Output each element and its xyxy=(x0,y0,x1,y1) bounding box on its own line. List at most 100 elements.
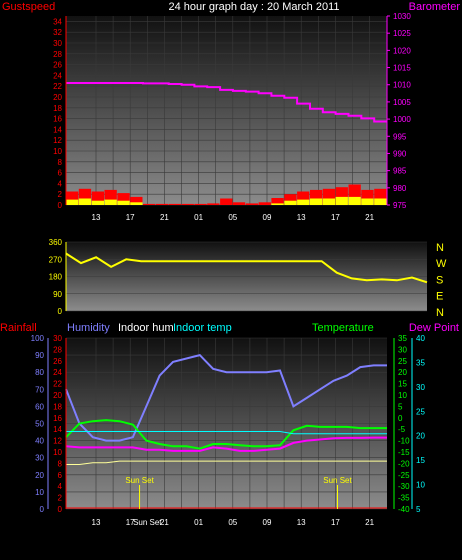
sun-set-label: Sun Set xyxy=(323,476,352,485)
compass-label: N xyxy=(436,242,444,254)
humidity-tick-label: 0 xyxy=(40,505,45,514)
gust-bar xyxy=(181,203,194,205)
temperature-tick-label: 15 xyxy=(398,380,407,389)
dew-point-line xyxy=(65,436,387,452)
temperature-tick-label: -30 xyxy=(398,482,410,491)
temperature-tick-label: 10 xyxy=(398,391,407,400)
rain-tick-label: 18 xyxy=(53,402,62,411)
compass-label: N xyxy=(436,307,444,319)
x-tick-label: 17 xyxy=(126,518,135,527)
gust-bar xyxy=(284,194,297,205)
sun-set-label: Sun Set xyxy=(125,476,154,485)
rain-tick-label: 20 xyxy=(53,391,62,400)
gust-tick-label: 4 xyxy=(58,179,63,188)
direction-tick-label: 360 xyxy=(49,238,63,247)
gust-tick-label: 20 xyxy=(53,93,62,102)
dew-point-tick-label: 30 xyxy=(416,383,425,392)
gust-tick-label: 2 xyxy=(58,190,63,199)
baro-tick-label: 995 xyxy=(393,132,407,141)
wind-baro-bg xyxy=(66,16,387,205)
indoor-hum-label: Indoor hum xyxy=(118,322,174,334)
gust-bar xyxy=(245,203,259,205)
gust-bar xyxy=(155,203,169,205)
x-tick-label: 17 xyxy=(331,518,340,527)
indoor-temp-line xyxy=(66,431,387,435)
x-tick-label: 09 xyxy=(263,518,272,527)
humidity-axis-label: Humidity xyxy=(67,322,110,334)
wind-bar xyxy=(297,199,310,205)
x-tick-label: 21 xyxy=(160,518,169,527)
chart-title: 24 hour graph day : 20 March 2011 xyxy=(168,1,339,13)
direction-tick-label: 0 xyxy=(58,307,63,316)
baro-tick-label: 1015 xyxy=(393,64,411,73)
rain-tick-label: 0 xyxy=(58,505,63,514)
gust-bar xyxy=(130,196,143,205)
humidity-tick-label: 50 xyxy=(35,420,44,429)
gust-tick-label: 16 xyxy=(53,115,62,124)
x-tick-label: 01 xyxy=(194,518,203,527)
x-tick-label: Sun Set xyxy=(133,518,162,527)
baro-ticks: 975 980 985 990 995 1000 1005 1010 1015 1020 1025 1… xyxy=(387,12,411,210)
barometer-line xyxy=(66,82,387,123)
dew-point-tick-label: 25 xyxy=(416,407,425,416)
rain-tick-label: 24 xyxy=(53,368,62,377)
rain-tick-label: 6 xyxy=(58,471,63,480)
rain-tick-label: 14 xyxy=(53,425,62,434)
wind-bar xyxy=(348,196,361,205)
temperature-tick-label: -15 xyxy=(398,448,410,457)
rain-tick-label: 16 xyxy=(53,414,62,423)
gust-tick-label: 6 xyxy=(58,169,63,178)
baro-tick-label: 975 xyxy=(393,201,407,210)
wind-bar xyxy=(335,196,348,205)
rain-tick-label: 12 xyxy=(53,437,62,446)
temperature-ticks: -40 -35 -30 -25 -20 -15 -10 -5 0 5 10 15 20 25 30 35 xyxy=(398,334,410,514)
rain-tick-label: 30 xyxy=(53,334,62,343)
wind-bar xyxy=(374,198,387,205)
x-tick-label: 13 xyxy=(92,518,101,527)
gust-tick-label: 28 xyxy=(53,50,62,59)
wind-bar xyxy=(117,200,130,205)
baro-tick-label: 1005 xyxy=(393,98,411,107)
wind-bar xyxy=(104,199,117,205)
x-tick-label: 13 xyxy=(297,213,306,222)
humidity-tick-label: 60 xyxy=(35,402,44,411)
indoor-hum-line xyxy=(66,460,387,465)
dew-point-tick-label: 10 xyxy=(416,481,425,490)
baro-tick-label: 1010 xyxy=(393,81,411,90)
rain-tick-label: 8 xyxy=(58,459,63,468)
gust-bar xyxy=(207,203,220,205)
dew-point-axis-label: Dew Point xyxy=(409,322,459,334)
temperature-tick-label: 30 xyxy=(398,345,407,354)
gust-bar xyxy=(143,203,156,205)
x-tick-label: 17 xyxy=(126,213,135,222)
x-tick-label: 09 xyxy=(263,213,272,222)
gust-bar xyxy=(117,193,130,205)
x-tick-label: 13 xyxy=(297,518,306,527)
gust-axis-label: Gustspeed xyxy=(2,1,55,13)
humidity-tick-label: 40 xyxy=(35,437,44,446)
gust-tick-label: 12 xyxy=(53,136,62,145)
x-tick-label: 21 xyxy=(365,213,374,222)
baro-tick-label: 1020 xyxy=(393,46,411,55)
gust-tick-label: 34 xyxy=(53,17,62,26)
baro-tick-label: 1000 xyxy=(393,115,411,124)
humidity-ticks: 0 10 20 30 40 50 60 70 80 90 100 xyxy=(31,334,45,514)
humidity-tick-label: 100 xyxy=(31,334,45,343)
wind-bar xyxy=(361,198,374,205)
dew-point-tick-label: 15 xyxy=(416,456,425,465)
temperature-tick-label: -5 xyxy=(398,425,406,434)
dew-point-tick-label: 20 xyxy=(416,432,425,441)
x-tick-label: 17 xyxy=(331,213,340,222)
rain-tick-label: 4 xyxy=(58,482,63,491)
gust-tick-label: 8 xyxy=(58,158,63,167)
x-ticks-top: 13 17 21 01 05 09 13 17 21 xyxy=(92,213,375,222)
temperature-axis-label: Temperature xyxy=(312,322,374,334)
gust-bar xyxy=(271,198,284,205)
humidity-tick-label: 90 xyxy=(35,351,44,360)
